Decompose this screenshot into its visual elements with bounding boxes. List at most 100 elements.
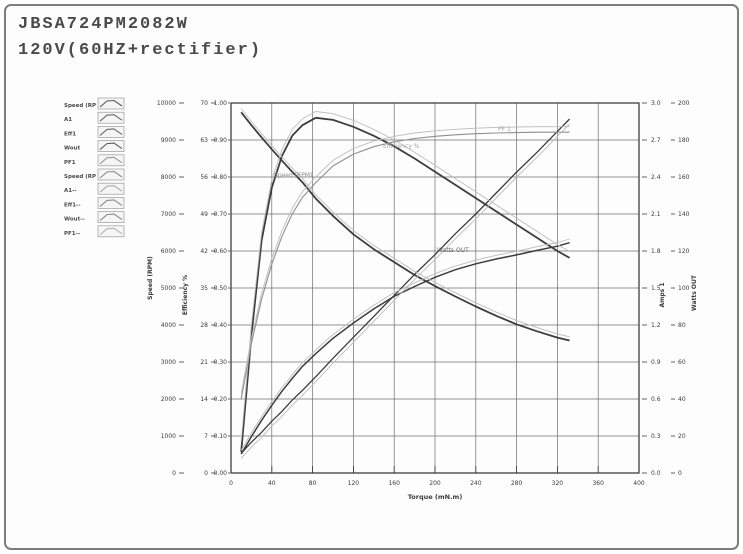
axis-tick-label: 14 <box>200 396 208 403</box>
axis-tick-label: 49 <box>200 211 208 218</box>
axis-tick-label: 2.7 <box>651 137 661 144</box>
model-title: JBSA724PM2082W <box>18 15 189 34</box>
axis-tick-label: 0.20 <box>214 396 228 403</box>
axis-tick-label: 60 <box>678 359 686 366</box>
legend-curve-icon <box>99 156 123 165</box>
curve-speed-rpm- <box>240 111 570 342</box>
legend-swatch-box <box>97 182 125 195</box>
axis-tick-label: 0.60 <box>214 248 228 255</box>
axis-tick-label: 0.3 <box>651 433 661 440</box>
axis-tick-label: 0.70 <box>214 211 228 218</box>
x-tick-label: 0 <box>229 480 233 487</box>
axis-tick-label: 20 <box>678 433 686 440</box>
plot-label: PF 1 <box>498 126 511 133</box>
axis-tick-label: 21 <box>200 359 208 366</box>
legend-curve-icon <box>99 142 123 151</box>
axis-tick-label: 1.2 <box>651 322 661 329</box>
axis-tick-label: 0.40 <box>214 322 228 329</box>
legend-curve-icon <box>99 185 123 193</box>
axis-tick-label: 1.5 <box>651 285 661 292</box>
legend-curve-icon <box>99 199 123 207</box>
x-tick-label: 360 <box>592 480 604 487</box>
axis-tick-label: 0.00 <box>214 470 228 477</box>
x-tick-label: 400 <box>633 480 645 487</box>
legend-label: PF1-- <box>64 231 80 237</box>
axis-tick-label: 1.8 <box>651 248 661 255</box>
axis-eff: 0 7 14 21 28 35 42 49 56 63 70 Efficiency % <box>182 100 216 477</box>
x-tick-label: 160 <box>388 480 400 487</box>
curve-a1- <box>240 123 570 459</box>
legend-label: Speed (RP <box>64 174 96 180</box>
legend-swatch-box <box>97 140 125 152</box>
axis-tick-label: 2.4 <box>651 174 661 181</box>
axis-tick-label: 0.50 <box>214 285 228 292</box>
axis-tick-label: 0.0 <box>651 470 661 477</box>
axis-tick-label: 140 <box>678 211 690 218</box>
axis-title-speed: Speed (RPM) <box>147 256 154 300</box>
axis-tick-label: 10000 <box>157 100 176 107</box>
legend-swatch-box <box>97 197 125 209</box>
curve-pf1- <box>240 126 570 394</box>
axis-tick-label: 80 <box>678 322 686 329</box>
legend-label: A1 <box>64 117 72 123</box>
axis-tick-label: 160 <box>678 174 690 181</box>
axis-tick-label: 0.6 <box>651 396 661 403</box>
x-tick-label: 200 <box>429 480 441 487</box>
curve-speed-rpm- <box>240 108 570 338</box>
x-tick-label: 320 <box>552 480 564 487</box>
axis-tick-label: 70 <box>200 100 208 107</box>
plot-label: Efficiency % <box>383 143 420 150</box>
axis-tick-label: 7000 <box>161 211 176 218</box>
axis-tick-label: 7 <box>204 433 208 440</box>
axis-tick-label: 56 <box>200 174 208 181</box>
axis-tick-label: 63 <box>200 137 208 144</box>
title-block: JBSA724PM2082W 120V(60HZ+rectifier) <box>18 12 262 64</box>
axis-pf: 0.00 0.10 0.20 0.30 0.40 0.50 0.60 0.70 0.80 0.90… <box>214 100 230 477</box>
axis-speed: 0 1000 2000 3000 4000 5000 6000 7000 8000 9000 100… <box>147 100 184 477</box>
legend-swatch-box <box>97 111 125 124</box>
axis-tick-label: 2000 <box>161 396 176 403</box>
legend-swatch-box <box>97 211 125 223</box>
legend-curve-icon <box>99 213 123 222</box>
x-tick-label: 40 <box>268 480 276 487</box>
report-window: JBSA724PM2082W 120V(60HZ+rectifier) 0 100… <box>4 4 739 550</box>
axis-tick-label: 0.30 <box>214 359 228 366</box>
axis-title-amps: Amps 1 <box>659 282 666 307</box>
axis-tick-label: 0 <box>172 470 176 477</box>
axis-tick-label: 40 <box>678 396 686 403</box>
axis-tick-label: 3000 <box>161 359 176 366</box>
axis-tick-label: 120 <box>678 248 690 255</box>
legend-label: A1-- <box>64 188 77 194</box>
axis-tick-label: 100 <box>678 285 690 292</box>
legend-label: Speed (RP <box>64 103 96 109</box>
legend-swatch-box <box>97 97 125 110</box>
axis-tick-label: 0.80 <box>214 174 228 181</box>
legend-curve-icon <box>99 128 123 136</box>
x-tick-label: 280 <box>511 480 523 487</box>
axis-watts: 0 20 40 60 80 100 120 140 160 180 200 Watts OUT <box>671 100 698 477</box>
axis-tick-label: 6000 <box>161 248 176 255</box>
axis-tick-label: 0 <box>204 470 208 477</box>
plot-label: Speed (RPM) <box>274 172 312 179</box>
chart-series <box>240 108 571 459</box>
legend-label: Eff1 <box>64 131 76 137</box>
legend-curve-icon <box>99 227 123 236</box>
axis-tick-label: 4000 <box>161 322 176 329</box>
legend-curve-icon <box>99 114 123 122</box>
x-tick-label: 240 <box>470 480 482 487</box>
axis-tick-label: 0.9 <box>651 359 661 366</box>
legend-swatch-box <box>97 126 125 138</box>
axis-tick-label: 180 <box>678 137 690 144</box>
curve-wout <box>240 241 570 455</box>
axis-tick-label: 0.10 <box>214 433 228 440</box>
performance-chart: 0100020003000400050006000700080009000100… <box>64 97 698 501</box>
axis-tick-label: 0.90 <box>214 137 228 144</box>
voltage-title: 120V(60HZ+rectifier) <box>18 41 263 60</box>
axis-amps: 0.0 0.3 0.6 0.9 1.2 1.5 1.8 2.1 2.4 2.7 3.0 Amps 1 <box>642 100 666 477</box>
legend-swatch-box <box>97 154 125 167</box>
x-axis: 0 40 80 120 160 200 240 280 320 360 400 Torque (mN.… <box>229 466 645 501</box>
x-tick-label: 120 <box>348 480 360 487</box>
legend-curve-icon <box>99 170 123 179</box>
plot-label: Watts OUT <box>437 247 469 254</box>
